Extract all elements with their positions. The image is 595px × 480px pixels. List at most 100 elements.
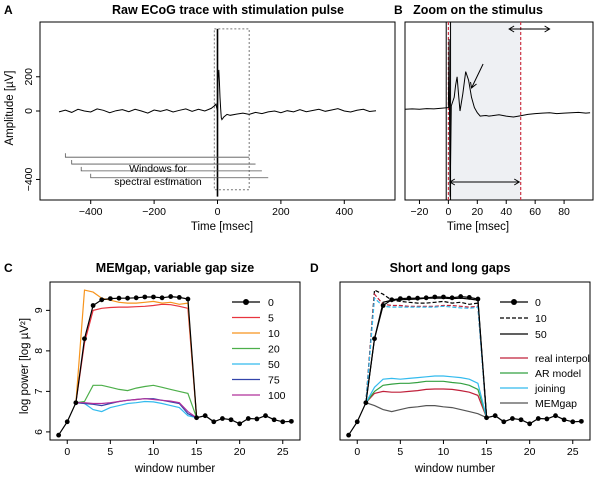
panel-c-point	[125, 295, 130, 301]
panel-d-point	[397, 296, 403, 302]
panel-a-xtick-label: −200	[142, 206, 166, 218]
panel-a-title: Raw ECoG trace with stimulation pulse	[112, 3, 344, 17]
panel-d-point	[518, 417, 524, 423]
panel-d-series-real-interpol	[365, 388, 488, 418]
panel-d-xtick-label: 20	[524, 446, 536, 458]
panel-d-title: Short and long gaps	[390, 261, 511, 275]
panel-c-point	[185, 296, 191, 302]
panel-a-annotation-pointer	[166, 177, 177, 186]
panel-a-ytick-label: 0	[23, 108, 35, 114]
panel-b-xtick-label: 0	[445, 206, 451, 218]
panel-d-point	[466, 294, 472, 300]
panel-a-window-bracket	[80, 166, 262, 172]
panel-b-xtick-label: −20	[411, 206, 429, 218]
panel-c-legend-label: 20	[268, 344, 280, 356]
panel-c-legend-marker	[243, 299, 249, 305]
panel-c-series-0	[58, 295, 292, 436]
panel-c-legend-label: 75	[268, 375, 280, 387]
panel-d-point	[380, 303, 386, 308]
panel-b-title: Zoom on the stimulus	[413, 3, 543, 17]
panel-a-ytick-label: 200	[23, 68, 35, 86]
panel-d-point	[492, 413, 498, 419]
panel-letter-a: A	[4, 3, 13, 17]
panel-c-point	[116, 295, 122, 301]
panel-d-point	[484, 415, 489, 421]
panel-c-ytick-label: 6	[33, 429, 45, 435]
panel-d-point	[570, 419, 576, 425]
panel-c-ytick-label: 7	[33, 388, 45, 394]
panel-c-legend-label: 50	[268, 359, 280, 371]
panel-b-trace	[404, 39, 591, 197]
panel-c-point	[228, 417, 234, 423]
panel-d-point	[441, 294, 446, 300]
panel-c-legend-label: 0	[268, 297, 274, 309]
panel-c-point	[159, 295, 165, 301]
panel-c-ylabel: log power [log µV²]	[19, 318, 31, 414]
panel-d-point	[553, 413, 558, 419]
panel-c-ytick-label: 9	[33, 307, 45, 313]
panel-b-xlabel: Time [msec]	[447, 221, 509, 233]
panel-d-point	[510, 416, 515, 421]
panel-d-point	[372, 336, 377, 342]
panel-a-xtick-label: 0	[215, 206, 221, 218]
panel-d-xlabel: window number	[414, 463, 496, 475]
panel-d-point	[527, 421, 533, 427]
panel-a-trace	[58, 69, 377, 121]
panel-d-point	[415, 295, 420, 301]
panel-c-point	[133, 295, 139, 301]
panel-d-series-joining	[365, 375, 488, 418]
panel-d-series-0	[348, 295, 582, 436]
panel-a-xtick-label: 200	[272, 206, 290, 218]
panel-c-point	[82, 336, 87, 342]
panel-a-xtick-label: −400	[79, 206, 103, 218]
panel-c-series-5	[75, 303, 198, 418]
panel-a-ylabel: Amplitude [µV]	[4, 70, 16, 145]
panel-c-frame	[49, 281, 301, 441]
panel-d-point	[389, 297, 395, 303]
panel-d-point	[346, 432, 352, 438]
panel-d-legend-label: real interpol	[535, 353, 590, 365]
panel-c-series-20	[75, 384, 198, 418]
panel-c-ytick-label: 8	[33, 348, 45, 354]
panel-c-point	[263, 413, 268, 419]
panel-c-point	[107, 296, 113, 302]
panel-a-window-bracket	[90, 173, 269, 179]
panel-d-point	[406, 295, 412, 301]
panel-c-point	[245, 416, 251, 421]
panel-c-xlabel: window number	[134, 463, 216, 475]
panel-c-point	[151, 294, 156, 300]
panel-d-legend-label: joining	[534, 383, 566, 395]
panel-d-point	[535, 416, 541, 421]
panel-d-point	[363, 400, 369, 406]
panel-d-point	[354, 419, 360, 425]
panel-c-xtick-label: 15	[191, 446, 203, 458]
panel-c-series-75	[75, 398, 197, 419]
panel-c-point	[280, 419, 286, 425]
panel-c-point	[64, 419, 70, 425]
panel-d-legend-label: 0	[535, 297, 541, 309]
panel-c-series-100	[75, 398, 197, 419]
panel-c-xtick-label: 25	[277, 446, 289, 458]
panel-c-point	[73, 400, 79, 406]
panel-d-xtick-label: 5	[397, 446, 403, 458]
panel-d-point	[561, 417, 567, 423]
panel-c-point	[90, 303, 96, 308]
panel-d-series-10-joining-	[365, 296, 488, 418]
panel-c-legend-label: 5	[268, 313, 274, 325]
panel-letter-b: B	[394, 3, 403, 17]
panel-a-window-bracket	[64, 153, 250, 158]
panel-d-series-ar-model	[365, 380, 488, 418]
panel-a-annotation-2: spectral estimation	[114, 176, 202, 188]
panel-d-series-50	[365, 297, 488, 418]
panel-d-point	[423, 295, 429, 301]
panel-d-frame	[339, 281, 591, 441]
panel-d-xtick-label: 25	[567, 446, 579, 458]
panel-c-xtick-label: 20	[234, 446, 246, 458]
panel-b-xtick-label: 40	[500, 206, 512, 218]
panel-letter-d: D	[310, 261, 319, 275]
panel-d-point	[458, 294, 464, 299]
panel-d-point	[449, 295, 455, 301]
panel-c-point	[220, 416, 225, 421]
panel-b-xtick-label: 80	[558, 206, 570, 218]
